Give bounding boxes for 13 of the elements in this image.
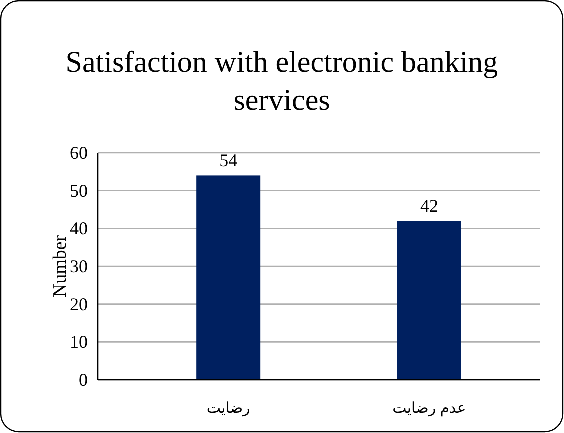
x-tick-label: رضایت xyxy=(206,400,250,417)
y-tick-label: 50 xyxy=(70,180,88,201)
y-tick-label: 10 xyxy=(70,332,88,352)
x-tick-label: عدم رضایت xyxy=(392,400,466,417)
y-tick-label: 60 xyxy=(70,143,88,163)
y-tick-label: 0 xyxy=(79,370,88,390)
y-tick-label: 20 xyxy=(70,294,88,314)
data-label: 42 xyxy=(420,196,438,216)
y-axis-title: Number xyxy=(50,234,71,298)
y-tick-label: 40 xyxy=(70,218,88,239)
data-label: 54 xyxy=(220,150,238,171)
y-tick-label: 30 xyxy=(70,256,88,276)
chart-title: Satisfaction with electronic banking services xyxy=(66,46,498,117)
